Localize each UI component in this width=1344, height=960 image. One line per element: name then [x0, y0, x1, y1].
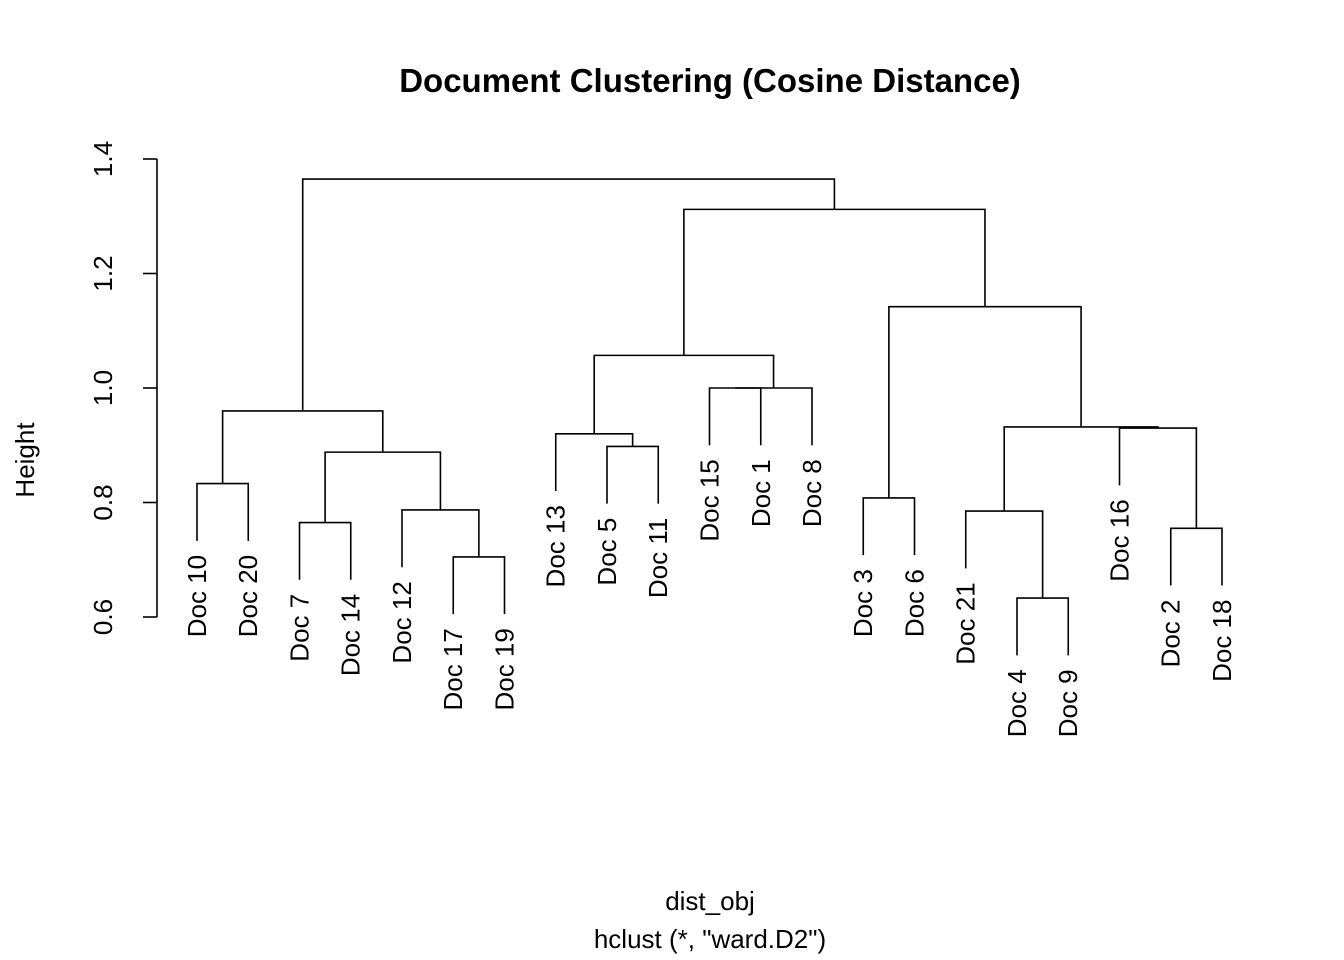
dendrogram-branch [221, 410, 384, 484]
leaf-label: Doc 9 [1053, 669, 1083, 737]
leaf-label: Doc 3 [848, 569, 878, 637]
x-axis-label: dist_obj [665, 886, 755, 916]
leaf-label: Doc 4 [1002, 669, 1032, 737]
dendrogram-branch [452, 556, 506, 615]
leaf-label: Doc 6 [900, 569, 930, 637]
dendrogram-branch [1003, 426, 1159, 512]
dendrogram-branch [554, 433, 634, 492]
leaf-label: Doc 13 [541, 505, 571, 587]
dendrogram-branch [324, 451, 442, 523]
dendrogram-branch [298, 521, 352, 580]
leaf-label: Doc 17 [438, 628, 468, 710]
y-tick-label: 1.0 [88, 370, 118, 406]
leaf-label: Doc 2 [1156, 600, 1186, 668]
chart-title: Document Clustering (Cosine Distance) [399, 62, 1021, 99]
y-axis-label: Height [10, 422, 40, 498]
dendrogram-branch [401, 509, 480, 568]
leaf-label: Doc 18 [1207, 600, 1237, 682]
x-axis-sublabel: hclust (*, "ward.D2") [594, 924, 826, 954]
leaf-label: Doc 19 [490, 628, 520, 710]
y-tick-label: 1.4 [88, 141, 118, 177]
y-tick-label: 0.6 [88, 599, 118, 635]
dendrogram-branches [196, 178, 1223, 656]
leaf-label: Doc 16 [1105, 499, 1135, 581]
leaf-label: Doc 11 [643, 518, 673, 598]
leaf-label: Doc 1 [746, 459, 776, 527]
leaf-label: Doc 21 [951, 582, 981, 664]
dendrogram-branch [1169, 527, 1223, 586]
dendrogram-branch [196, 482, 250, 541]
dendrogram-branch [708, 387, 762, 446]
leaf-label: Doc 12 [387, 581, 417, 663]
dendrogram-branch [862, 497, 916, 556]
leaf-label: Doc 8 [797, 459, 827, 527]
leaf-label: Doc 20 [233, 555, 263, 637]
y-tick-label: 1.2 [88, 255, 118, 291]
dendrogram-branch [593, 354, 775, 434]
leaf-label: Doc 10 [182, 555, 212, 637]
y-axis: 0.6 0.8 1.0 1.2 1.4 [88, 141, 158, 635]
leaf-label: Doc 14 [336, 594, 366, 676]
dendrogram-branch [683, 208, 986, 356]
leaf-labels: Doc 10 Doc 20 Doc 7 Doc 14 Doc 12 Doc 17 Doc 1… [182, 459, 1237, 737]
dendrogram-branch [1016, 597, 1070, 656]
leaf-label: Doc 5 [592, 518, 622, 586]
dendrogram-branch [888, 305, 1082, 498]
dendrogram-branch [606, 445, 660, 504]
dendrogram-branch [301, 178, 836, 411]
leaf-label: Doc 15 [695, 459, 725, 541]
y-tick-label: 0.8 [88, 484, 118, 520]
leaf-label: Doc 7 [285, 594, 315, 662]
dendrogram-branch [735, 387, 813, 446]
